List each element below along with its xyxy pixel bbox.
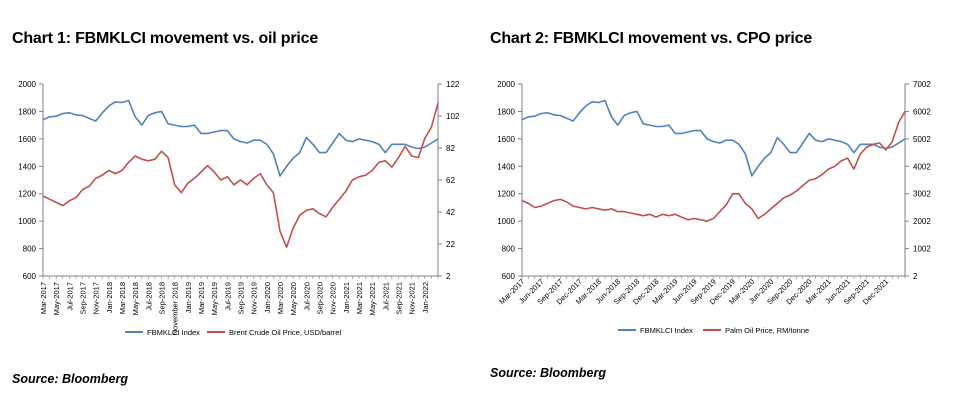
- x-tick-label: Mar-2020: [276, 282, 285, 314]
- chart1-title: Chart 1: FBMKLCI movement vs. oil price: [12, 30, 319, 47]
- right-y-tick-label: 22: [446, 240, 455, 249]
- x-tick-label: May-2019: [210, 282, 219, 315]
- legend-label: Palm Oil Price, RM/tonne: [725, 326, 809, 335]
- left-y-tick-label: 1200: [497, 190, 515, 199]
- left-y-tick-label: 1800: [18, 107, 36, 116]
- x-tick-label: Sep-2017: [79, 282, 88, 315]
- x-tick-label: Jan-2021: [342, 282, 351, 313]
- legend-label: FBMKLCI Index: [147, 328, 200, 337]
- right-y-tick-label: 42: [446, 208, 455, 217]
- left-y-tick-label: 2000: [497, 80, 515, 89]
- x-tick-label: Jul-2021: [381, 282, 390, 311]
- x-tick-label: May-2017: [52, 282, 61, 315]
- right-y-tick-label: 7002: [913, 80, 931, 89]
- x-tick-label: Jul-2017: [65, 282, 74, 311]
- chart2-title: Chart 2: FBMKLCI movement vs. CPO price: [490, 30, 813, 47]
- x-tick-label: Nov-2017: [92, 282, 101, 315]
- x-tick-label: Mar-2017: [39, 282, 48, 314]
- left-y-tick-label: 1000: [18, 217, 36, 226]
- right-y-tick-label: 2002: [913, 217, 931, 226]
- x-tick-label: Mar-2019: [197, 282, 206, 314]
- x-tick-label: May-2018: [131, 282, 140, 315]
- series2-line: [521, 111, 906, 222]
- right-y-tick-label: 4002: [913, 162, 931, 171]
- x-tick-label: November 2018: [171, 282, 180, 335]
- x-tick-label: Mar-2021: [355, 282, 364, 314]
- right-y-tick-label: 102: [446, 112, 460, 121]
- left-y-tick-label: 2000: [18, 80, 36, 89]
- chart1-panel: Chart 1: FBMKLCI movement vs. oil price …: [0, 0, 483, 406]
- right-y-tick-label: 2: [446, 272, 451, 281]
- left-y-tick-label: 800: [23, 245, 37, 254]
- x-tick-label: Nov-2019: [250, 282, 259, 315]
- fbmklci-series-line: [42, 99, 439, 177]
- legend-label: Brent Crude Oil Price, USD/barrel: [229, 328, 341, 337]
- chart2-panel: Chart 2: FBMKLCI movement vs. CPO price …: [483, 0, 966, 406]
- x-tick-label: Jan-2019: [184, 282, 193, 313]
- x-tick-label: Jul-2020: [302, 282, 311, 311]
- x-tick-label: Nov-2020: [329, 282, 338, 315]
- right-y-tick-label: 82: [446, 144, 455, 153]
- x-tick-label: Mar-2018: [118, 282, 127, 314]
- chart2-source: Source: Bloomberg: [490, 366, 606, 380]
- right-y-tick-label: 62: [446, 176, 455, 185]
- x-tick-label: Nov-2021: [408, 282, 417, 315]
- left-y-tick-label: 1000: [497, 217, 515, 226]
- right-y-tick-label: 6002: [913, 107, 931, 116]
- x-tick-label: Jul-2018: [144, 282, 153, 311]
- right-y-tick-label: 5002: [913, 135, 931, 144]
- x-tick-label: Sep-2018: [158, 282, 167, 315]
- x-tick-label: Jan-2018: [105, 282, 114, 313]
- x-tick-label: Jan-2022: [421, 282, 430, 313]
- left-y-tick-label: 600: [23, 272, 37, 281]
- left-y-tick-label: 1400: [18, 162, 36, 171]
- series2-line: [42, 102, 439, 248]
- right-y-tick-label: 1002: [913, 245, 931, 254]
- left-y-tick-label: 1600: [18, 135, 36, 144]
- right-y-tick-label: 3002: [913, 190, 931, 199]
- left-y-tick-label: 1600: [497, 135, 515, 144]
- x-tick-label: May-2020: [289, 282, 298, 315]
- chart1-source: Source: Bloomberg: [12, 372, 128, 386]
- chart1-plot: 6008001000120014001600180020002224262821…: [18, 80, 460, 337]
- left-y-tick-label: 1800: [497, 107, 515, 116]
- left-y-tick-label: 1400: [497, 162, 515, 171]
- left-y-tick-label: 800: [502, 245, 516, 254]
- x-tick-label: Sep-2020: [316, 282, 325, 315]
- left-y-tick-label: 600: [502, 272, 516, 281]
- fbmklci-series-line: [521, 99, 906, 177]
- x-tick-label: Sep-2019: [237, 282, 246, 315]
- x-tick-label: Jul-2019: [223, 282, 232, 311]
- x-tick-label: May-2021: [368, 282, 377, 315]
- x-tick-label: Jan-2020: [263, 282, 272, 313]
- right-y-tick-label: 2: [913, 272, 918, 281]
- right-y-tick-label: 122: [446, 80, 460, 89]
- left-y-tick-label: 1200: [18, 190, 36, 199]
- x-tick-label: Sep-2021: [395, 282, 404, 315]
- chart2-plot: 600 800 1000 1200 1400 1600 1800 2000 2 1002 2002 3…: [497, 80, 931, 335]
- legend-label: FBMKLCI Index: [640, 326, 693, 335]
